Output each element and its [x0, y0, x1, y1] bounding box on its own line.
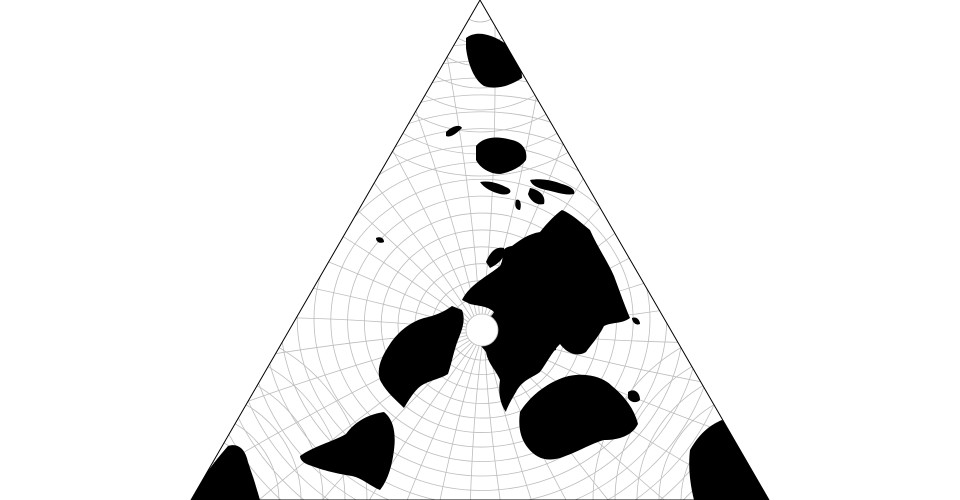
graticule-meridian — [489, 343, 769, 500]
landmass-corner-left — [191, 445, 260, 500]
landmass-arctic-coast — [486, 247, 505, 268]
graticule-meridian — [373, 345, 480, 500]
landmass-peninsula — [530, 179, 575, 195]
landmass-islet-3 — [632, 317, 640, 325]
landmass-north-america — [378, 306, 464, 408]
landmass-eurasia — [462, 210, 630, 412]
landmass-tasmania-like — [628, 390, 640, 403]
graticule-meridian — [494, 340, 769, 500]
landmass-corner-right — [689, 420, 769, 500]
landmass-island-group — [476, 137, 527, 174]
graticule-meridian — [269, 344, 477, 500]
graticule-corner-ring — [347, 0, 613, 133]
landmass-islet-5 — [515, 199, 521, 210]
landmass-small-mass — [528, 188, 545, 205]
landmass-australia — [519, 374, 638, 460]
landmass-south-america — [300, 412, 395, 490]
landmass-island-arc — [480, 181, 511, 195]
north-pole-cap — [465, 313, 499, 347]
landmasses — [191, 33, 769, 500]
landmass-islet-4 — [544, 342, 556, 351]
map-outline — [190, 0, 770, 500]
graticule-corner-ring — [457, 0, 503, 23]
graticule-meridian — [491, 342, 769, 500]
graticule-corner-ring — [369, 0, 591, 111]
landmass-islet-2 — [376, 237, 384, 243]
graticule-meridian — [191, 342, 472, 500]
graticule-meridian — [484, 345, 591, 500]
graticule-meridian — [468, 345, 483, 500]
graticule-corner-ring — [391, 0, 569, 89]
graticule-meridian — [191, 343, 475, 500]
graticule-meridian — [373, 0, 480, 315]
graticule-corner-ring — [303, 0, 657, 177]
landmass-islet-1 — [446, 125, 462, 137]
